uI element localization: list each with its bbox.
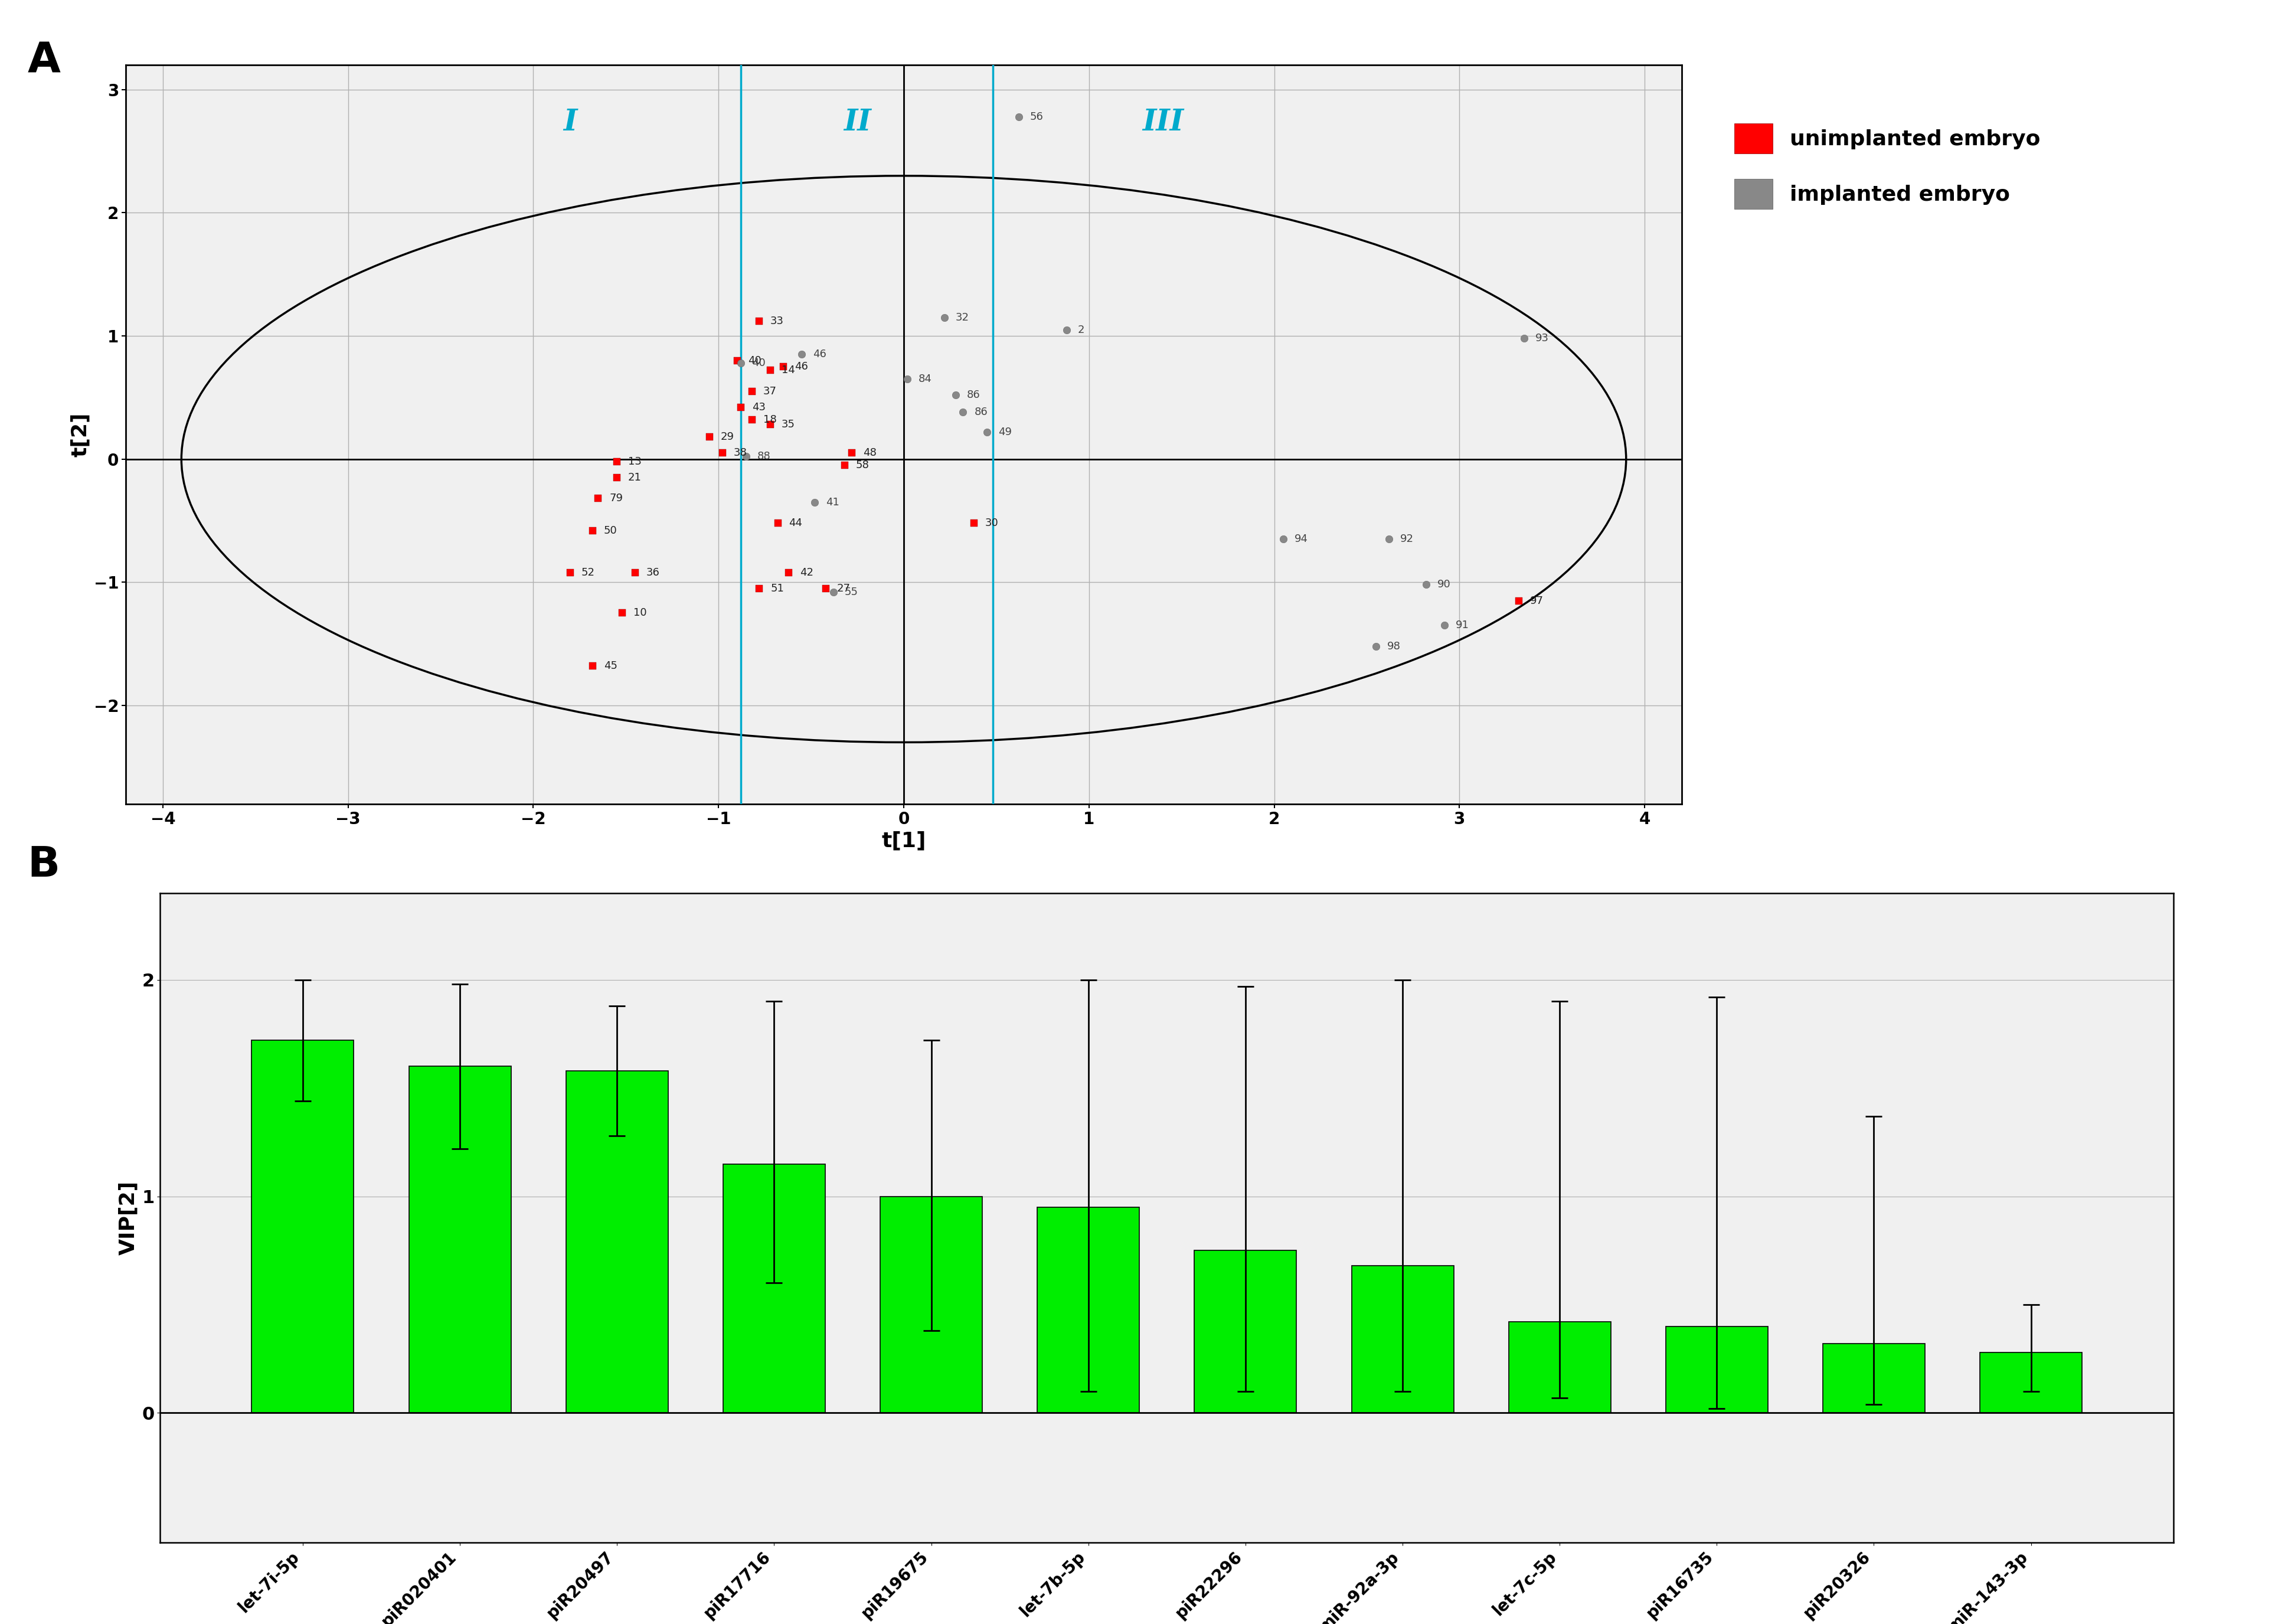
Text: A: A	[27, 41, 59, 81]
Y-axis label: VIP[2]: VIP[2]	[119, 1181, 140, 1255]
Text: 98: 98	[1387, 641, 1400, 651]
Text: 97: 97	[1531, 596, 1544, 606]
Text: 52: 52	[581, 567, 595, 578]
Bar	[881, 1197, 982, 1413]
Text: III: III	[1142, 109, 1183, 136]
Text: 36: 36	[645, 567, 659, 578]
Text: 41: 41	[826, 497, 840, 507]
Bar	[1666, 1327, 1769, 1413]
Text: 49: 49	[998, 427, 1011, 437]
Text: 18: 18	[762, 414, 776, 425]
Text: 91: 91	[1455, 620, 1469, 630]
Text: 94: 94	[1295, 534, 1309, 544]
Text: 43: 43	[753, 403, 766, 412]
Text: 10: 10	[634, 607, 648, 619]
Bar	[1194, 1250, 1297, 1413]
Text: 27: 27	[837, 583, 851, 594]
Text: 79: 79	[609, 494, 622, 503]
Text: 42: 42	[801, 567, 815, 578]
Text: I: I	[563, 109, 577, 136]
Text: 58: 58	[856, 460, 869, 471]
Text: 88: 88	[757, 451, 771, 461]
Bar	[1352, 1265, 1453, 1413]
Text: 84: 84	[917, 374, 931, 385]
Text: 14: 14	[782, 365, 794, 375]
Text: 48: 48	[863, 448, 876, 458]
Bar	[1508, 1322, 1611, 1413]
X-axis label: t[1]: t[1]	[881, 830, 927, 851]
Text: 46: 46	[812, 349, 826, 359]
Text: 51: 51	[771, 583, 785, 594]
Text: 44: 44	[789, 518, 803, 528]
Text: 46: 46	[794, 362, 808, 372]
Text: 21: 21	[627, 473, 641, 482]
Text: 35: 35	[782, 419, 796, 430]
Text: B: B	[27, 844, 59, 885]
Text: 86: 86	[975, 408, 988, 417]
Text: 50: 50	[604, 525, 618, 536]
Text: 13: 13	[627, 456, 641, 466]
Text: 55: 55	[844, 586, 858, 598]
Text: 92: 92	[1400, 534, 1414, 544]
Bar	[1824, 1343, 1924, 1413]
Bar	[565, 1070, 668, 1413]
Text: 2: 2	[1078, 325, 1085, 335]
Text: 38: 38	[734, 448, 746, 458]
Text: 93: 93	[1535, 333, 1549, 344]
Bar	[410, 1067, 510, 1413]
Text: 56: 56	[1030, 112, 1043, 122]
Text: II: II	[844, 109, 872, 136]
Y-axis label: t[2]: t[2]	[71, 412, 92, 456]
Text: 86: 86	[968, 390, 979, 401]
Bar	[723, 1164, 826, 1413]
Text: 90: 90	[1437, 580, 1451, 590]
Text: 40: 40	[753, 357, 764, 369]
Bar	[252, 1041, 355, 1413]
Bar	[1979, 1353, 2082, 1413]
Text: 45: 45	[604, 661, 618, 671]
Text: 29: 29	[721, 432, 734, 442]
Text: 30: 30	[986, 518, 998, 528]
Text: 33: 33	[771, 315, 785, 326]
Text: 37: 37	[762, 387, 776, 396]
Text: 32: 32	[956, 312, 970, 323]
Text: 40: 40	[748, 356, 762, 365]
Bar	[1036, 1207, 1139, 1413]
Legend: unimplanted embryo, implanted embryo: unimplanted embryo, implanted embryo	[1723, 112, 2050, 219]
